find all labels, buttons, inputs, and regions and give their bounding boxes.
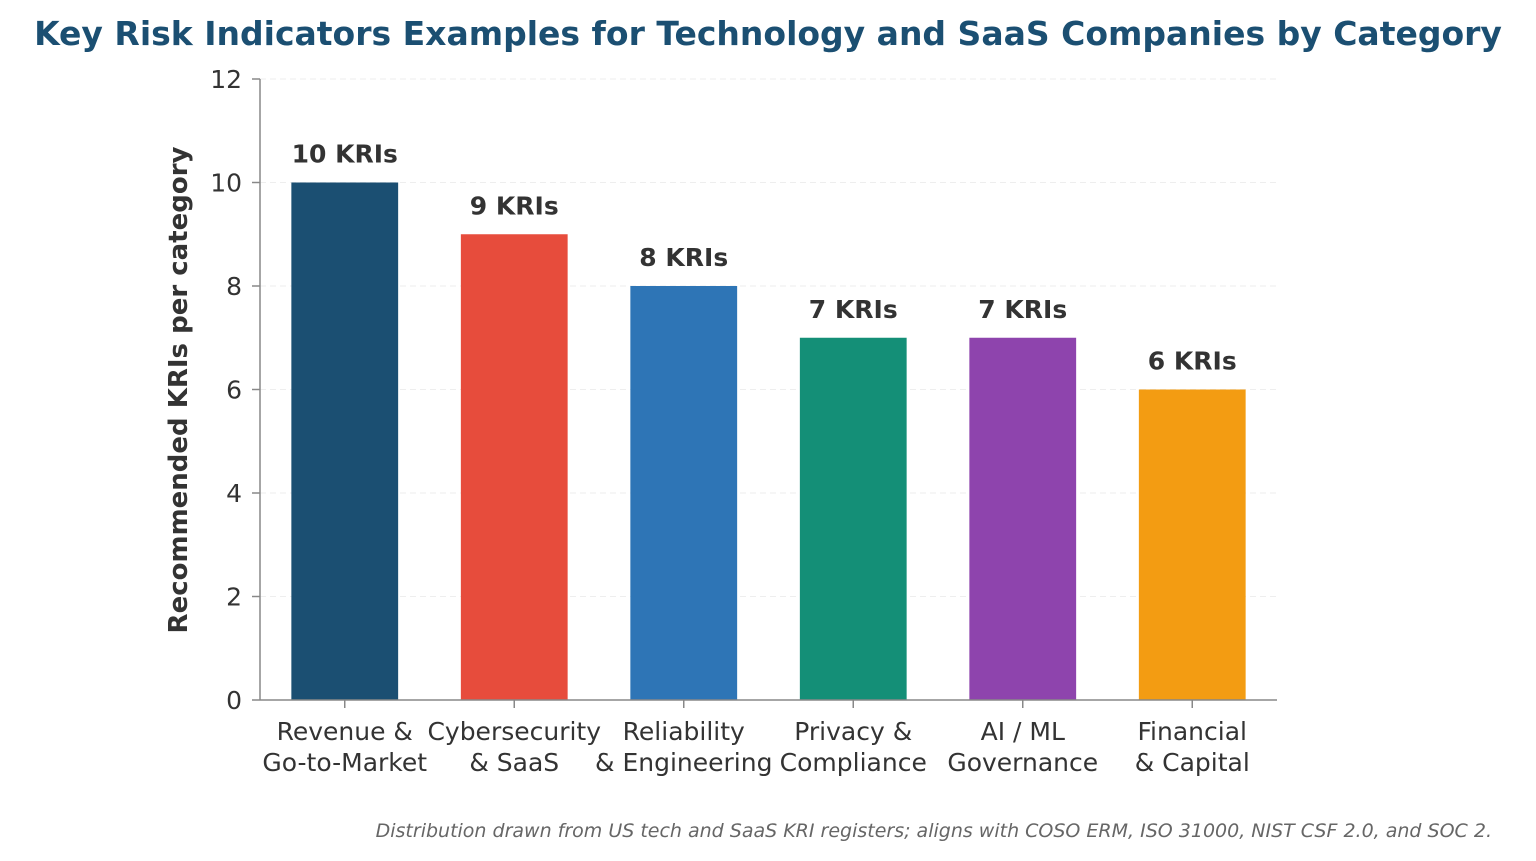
bar xyxy=(460,234,568,700)
x-tick-label: Privacy & xyxy=(794,717,912,746)
data-label: 6 KRIs xyxy=(1148,347,1237,376)
bar xyxy=(291,182,399,700)
data-label: 9 KRIs xyxy=(470,191,559,220)
y-tick-label: 12 xyxy=(210,65,242,94)
bar xyxy=(799,337,907,700)
y-tick-label: 8 xyxy=(226,272,242,301)
y-tick-label: 4 xyxy=(226,479,242,508)
data-label: 7 KRIs xyxy=(978,295,1067,324)
bar xyxy=(969,337,1077,700)
axes xyxy=(252,78,1277,708)
x-tick-label: Compliance xyxy=(780,748,927,777)
x-tick-label: AI / ML xyxy=(981,717,1065,746)
y-tick-label: 10 xyxy=(210,169,242,198)
labels: 0 2 4 6 8 10 12 10 KRIs Revenue &Go-to-Market 9 K… xyxy=(210,65,1250,777)
data-label: 8 KRIs xyxy=(639,243,728,272)
x-tick-label: Cybersecurity xyxy=(427,717,601,746)
x-tick-label: & Engineering xyxy=(595,748,772,777)
x-tick-label: Governance xyxy=(947,748,1098,777)
y-axis-label: Recommended KRIs per category xyxy=(164,146,194,633)
y-tick-label: 0 xyxy=(226,686,242,715)
x-tick-label: Go-to-Market xyxy=(262,748,427,777)
data-label: 7 KRIs xyxy=(809,295,898,324)
x-tick-label: Reliability xyxy=(623,717,745,746)
x-tick-label: Revenue & xyxy=(277,717,413,746)
x-tick-label: Financial xyxy=(1138,717,1247,746)
bar xyxy=(1138,389,1246,700)
chart-title: Key Risk Indicators Examples for Technol… xyxy=(34,14,1502,53)
x-tick-label: & SaaS xyxy=(469,748,559,777)
y-tick-label: 2 xyxy=(226,583,242,612)
y-tick-label: 6 xyxy=(226,376,242,405)
x-tick-label: & Capital xyxy=(1135,748,1250,777)
data-label: 10 KRIs xyxy=(292,140,398,169)
footnote: Distribution drawn from US tech and SaaS… xyxy=(376,820,1492,842)
bars xyxy=(291,182,1246,700)
grid-lines xyxy=(260,78,1277,597)
bar xyxy=(630,286,738,700)
